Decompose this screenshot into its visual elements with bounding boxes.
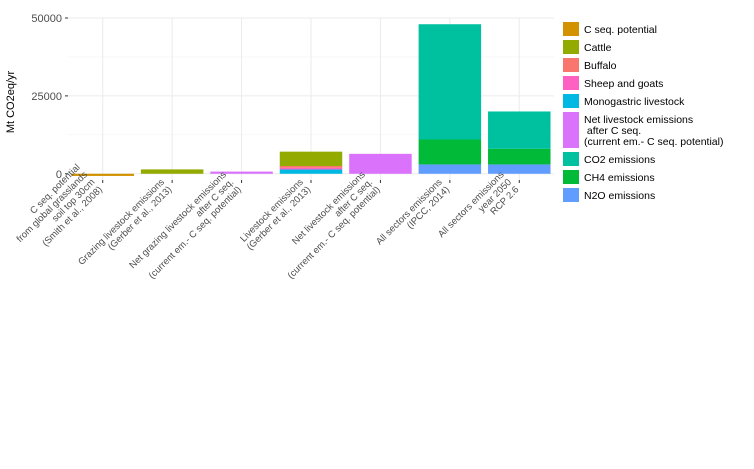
bar-segment [349, 153, 412, 174]
legend-label: CH4 emissions [584, 172, 655, 184]
bar-segment [279, 151, 343, 166]
legend-swatch [563, 58, 579, 72]
legend-item: N2O emissions [563, 188, 655, 202]
legend-label: C seq. potential [584, 24, 657, 36]
y-axis-label: Mt CO2eq/yr [5, 70, 17, 133]
legend-label: Cattle [584, 42, 612, 54]
bars [71, 24, 551, 176]
legend-label: Sheep and goats [584, 78, 663, 90]
legend-label: Buffalo [584, 60, 617, 72]
bar-segment [279, 169, 343, 174]
legend-item: Sheep and goats [563, 76, 663, 90]
legend-label: Monogastric livestock [584, 96, 685, 108]
legend-label: N2O emissions [584, 190, 655, 202]
legend-swatch [563, 188, 579, 202]
y-tick-label: 0 [56, 169, 62, 181]
legend-swatch [563, 112, 579, 148]
legend-swatch [563, 22, 579, 36]
bar-segment [71, 173, 134, 176]
x-tick-label: All sectors emissionsyear 2050RCP 2.6 [436, 169, 522, 255]
bar-segment [210, 171, 273, 174]
bar-segment [488, 164, 551, 174]
legend-item: Net livestock emissions after C seq. (cur… [563, 112, 723, 148]
legend-label: CO2 emissions [584, 154, 655, 166]
bar-segment [279, 165, 343, 168]
x-tick-label: All sectors emissions(IPCC, 2014) [374, 177, 452, 255]
legend-swatch [563, 76, 579, 90]
x-tick-label: Net grazing livestock emissionsafter C s… [127, 169, 244, 286]
bar-segment [488, 148, 551, 165]
bar-segment [418, 139, 482, 165]
legend-swatch [563, 170, 579, 184]
bar-segment [418, 164, 482, 174]
bar-segment [488, 111, 551, 149]
legend-item: Monogastric livestock [563, 94, 685, 108]
bar-segment [418, 24, 482, 140]
legend-item: CO2 emissions [563, 152, 655, 166]
legend-item: CH4 emissions [563, 170, 655, 184]
legend-swatch [563, 94, 579, 108]
legend-swatch [563, 152, 579, 166]
bar-segment [279, 167, 343, 170]
bar-segment [140, 169, 204, 174]
y-tick-label: 50000 [31, 13, 62, 25]
legend: C seq. potential Cattle Buffalo Sheep and g… [563, 22, 723, 202]
legend-label: Net livestock emissions after C seq. (cur… [584, 114, 723, 148]
legend-item: Cattle [563, 40, 612, 54]
y-tick-label: 25000 [31, 91, 62, 103]
legend-item: Buffalo [563, 58, 617, 72]
legend-swatch [563, 40, 579, 54]
legend-item: C seq. potential [563, 22, 657, 36]
